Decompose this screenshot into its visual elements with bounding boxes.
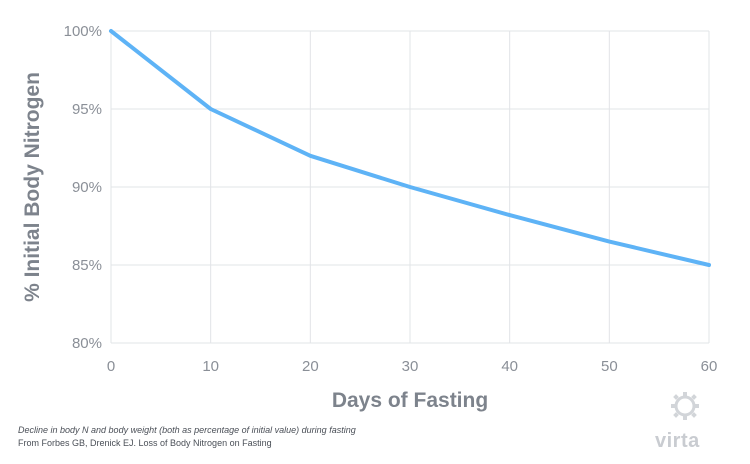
y-tick-label: 95%: [72, 101, 102, 118]
gear-icon: [671, 392, 699, 420]
data-point: [607, 240, 611, 244]
y-tick-label: 85%: [72, 257, 102, 274]
y-axis-title: % Initial Body Nitrogen: [21, 72, 44, 302]
data-point: [308, 154, 312, 158]
y-tick-label: 90%: [72, 179, 102, 196]
x-axis-title: Days of Fasting: [332, 389, 488, 412]
caption-source: From Forbes GB, Drenick EJ. Loss of Body…: [18, 438, 272, 448]
brand-logo: virta: [655, 430, 700, 452]
y-tick-label: 100%: [64, 23, 102, 40]
x-tick-label: 60: [701, 358, 718, 375]
x-tick-label: 50: [601, 358, 618, 375]
tick-labels: 0 10 20 30 40 50 60 80% 85% 90% 95% 100%: [64, 23, 718, 375]
x-tick-label: 30: [402, 358, 419, 375]
x-tick-label: 10: [202, 358, 219, 375]
data-point: [209, 107, 213, 111]
data-point: [109, 29, 113, 33]
data-point: [508, 213, 512, 217]
caption-description: Decline in body N and body weight (both …: [18, 425, 356, 435]
x-tick-label: 20: [302, 358, 319, 375]
x-tick-label: 40: [501, 358, 518, 375]
data-point: [707, 263, 711, 267]
data-point: [408, 185, 412, 189]
x-tick-label: 0: [107, 358, 115, 375]
y-tick-label: 80%: [72, 335, 102, 352]
series: [109, 29, 711, 267]
